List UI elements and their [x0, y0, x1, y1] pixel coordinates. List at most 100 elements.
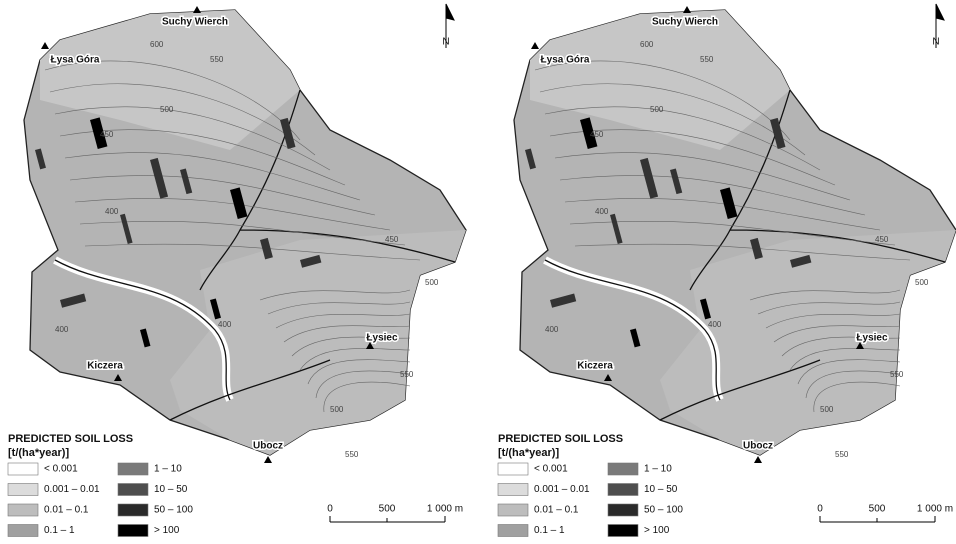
legend-label: > 100	[154, 525, 180, 536]
peak-marker	[114, 374, 122, 381]
scale-bar	[329, 516, 446, 523]
legend-swatch	[497, 483, 529, 496]
contour-label: 400	[105, 207, 119, 216]
scale-label: 1 000 m	[917, 504, 953, 515]
place-label: Ubocz	[253, 441, 283, 452]
legend-label: < 0.001	[44, 464, 78, 475]
legend-label: 1 – 10	[644, 464, 672, 475]
erosion-patch	[630, 328, 641, 348]
legend-swatch	[607, 462, 639, 476]
legend-swatch	[7, 503, 39, 517]
contour-label: 500	[330, 405, 344, 414]
erosion-patch	[119, 213, 133, 244]
peak-marker	[683, 6, 691, 13]
lower-zone	[660, 230, 956, 455]
contour-line	[544, 106, 821, 171]
peak-marker	[366, 342, 374, 349]
contour-line	[797, 359, 901, 385]
erosion-patch	[90, 117, 108, 149]
erosion-patch	[180, 168, 193, 195]
contour-label: 500	[650, 105, 664, 114]
contour-line	[574, 243, 911, 261]
legend-unit: [t/(ha*year)]	[8, 447, 69, 459]
erosion-patch	[229, 187, 248, 219]
contour-line	[554, 152, 851, 201]
peak-marker	[531, 42, 539, 49]
legend-title: PREDICTED SOIL LOSS	[8, 433, 133, 445]
contour-label: 450	[385, 235, 399, 244]
legend-label: > 100	[644, 525, 670, 536]
legend-swatch	[497, 462, 529, 476]
contour-line	[267, 301, 411, 315]
place-label: Łysa Góra	[541, 55, 590, 66]
erosion-patch	[59, 293, 87, 308]
contour-label: 400	[708, 320, 722, 329]
contour-label: 500	[915, 278, 929, 287]
contour-line	[549, 129, 836, 186]
legend-swatch	[607, 503, 639, 517]
contour-line	[749, 289, 901, 301]
contour-line	[54, 106, 331, 171]
contour-line	[559, 175, 866, 216]
place-label: Kiczera	[577, 361, 613, 372]
erosion-patch	[580, 117, 598, 149]
erosion-patch	[280, 117, 296, 149]
peak-marker	[193, 6, 201, 13]
contour-line	[64, 152, 361, 201]
place-label: Ubocz	[743, 441, 773, 452]
legend-swatch	[497, 503, 529, 517]
contour-line	[299, 348, 411, 371]
contour-line	[781, 336, 901, 357]
erosion-patch	[550, 293, 577, 308]
erosion-patch	[790, 254, 812, 268]
peak-marker	[856, 342, 864, 349]
erosion-patch	[525, 148, 536, 170]
legend-swatch	[607, 524, 639, 537]
erosion-patch	[670, 168, 683, 195]
erosion-patch	[35, 148, 46, 170]
contour-label: 600	[640, 40, 654, 49]
legend-label: 50 – 100	[154, 505, 193, 516]
contour-line	[79, 220, 406, 246]
upper-slope-zone	[530, 10, 790, 150]
peak-marker	[41, 42, 49, 49]
place-label: Łysiec	[856, 333, 888, 344]
scale-label: 0	[817, 504, 823, 515]
legend-label: 0.01 – 0.1	[44, 505, 89, 516]
contour-line	[307, 359, 411, 385]
contour-line	[69, 175, 376, 216]
erosion-patch	[750, 237, 763, 260]
place-label: Kiczera	[87, 361, 123, 372]
lower-zone	[170, 230, 466, 455]
erosion-patch	[260, 237, 273, 260]
legend-label: 0.001 – 0.01	[534, 484, 590, 495]
contour-line	[275, 313, 411, 329]
scale-label: 0	[327, 504, 333, 515]
contour-line	[315, 370, 411, 399]
peak-marker	[754, 456, 762, 463]
contour-line	[259, 289, 411, 301]
legend-label: < 0.001	[534, 464, 568, 475]
scale-label: 500	[869, 504, 886, 515]
contour-label: 450	[100, 130, 114, 139]
contour-label: 550	[835, 450, 849, 459]
stream-valley	[544, 259, 821, 421]
legend-swatch	[607, 483, 639, 496]
legend-swatch	[497, 524, 529, 537]
erosion-patch	[209, 298, 221, 320]
contour-label: 600	[150, 40, 164, 49]
legend-title: PREDICTED SOIL LOSS	[498, 433, 623, 445]
place-label: Suchy Wierch	[652, 17, 718, 28]
place-label: Łysiec	[366, 333, 398, 344]
erosion-patch	[770, 117, 786, 149]
contour-label: 400	[545, 325, 559, 334]
erosion-patch	[720, 187, 738, 219]
contour-label: 550	[700, 55, 714, 64]
contour-label: 550	[890, 370, 904, 379]
legend-label: 10 – 50	[644, 484, 678, 495]
erosion-patch	[150, 157, 169, 199]
contour-label: 450	[875, 235, 889, 244]
legend-swatch	[117, 524, 149, 537]
erosion-patch	[640, 157, 659, 199]
north-label: N	[442, 37, 449, 48]
